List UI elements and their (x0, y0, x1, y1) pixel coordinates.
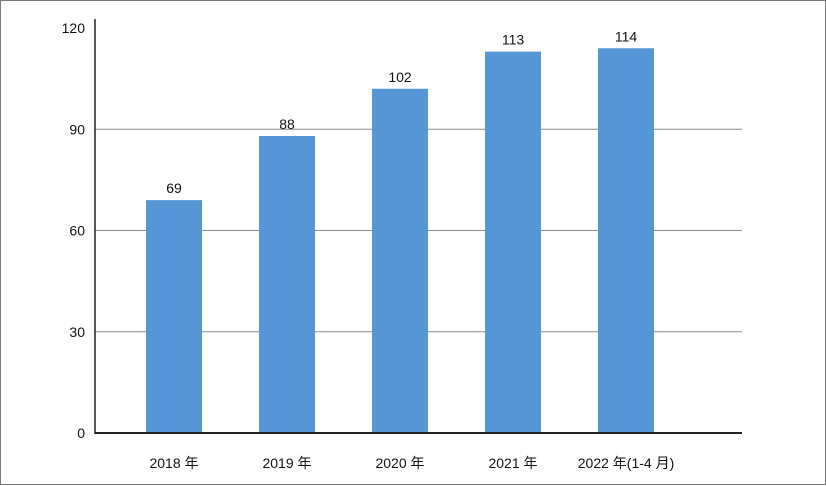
x-tick-label: 2022 年(1-4 月) (578, 455, 674, 471)
bar-1 (259, 136, 315, 433)
data-label: 113 (502, 32, 525, 48)
x-tick-label: 2020 年 (375, 455, 424, 471)
data-label: 102 (388, 69, 412, 85)
x-tick-label: 2018 年 (149, 455, 198, 471)
bar-4 (598, 48, 654, 433)
y-tick-label: 30 (69, 324, 85, 340)
y-tick-label: 120 (62, 20, 86, 36)
bar-3 (485, 51, 541, 433)
data-label: 114 (615, 28, 638, 44)
x-tick-label: 2021 年 (488, 455, 537, 471)
bar-0 (146, 200, 202, 433)
x-tick-label: 2019 年 (262, 455, 311, 471)
bar-2 (372, 88, 428, 433)
y-tick-label: 90 (69, 121, 85, 137)
y-tick-label: 0 (77, 425, 85, 441)
axes (94, 19, 742, 434)
data-label: 69 (166, 180, 182, 196)
y-tick-label: 60 (69, 223, 85, 239)
data-label: 88 (279, 116, 295, 132)
y-tick-labels: 0 30 60 90 120 (62, 20, 86, 441)
data-labels: 69 88 102 113 114 (166, 28, 637, 196)
bars (146, 48, 654, 433)
x-tick-labels: 2018 年 2019 年 2020 年 2021 年 2022 年(1-4 月) (149, 455, 674, 471)
